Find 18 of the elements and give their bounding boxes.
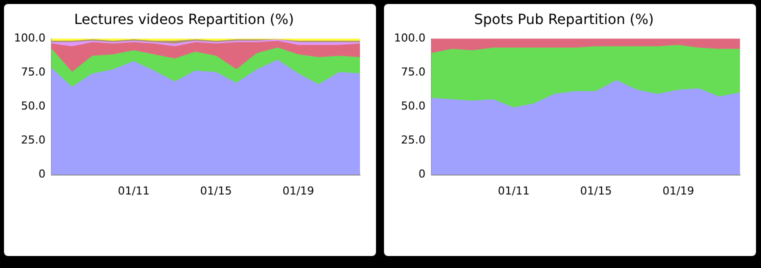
y-tick-label: 100.0 — [14, 32, 46, 45]
y-tick-label: 25.0 — [400, 134, 426, 147]
x-tick-label: 01/11 — [118, 184, 150, 198]
y-tick-label: 0 — [418, 168, 426, 181]
x-tick-label: 01/15 — [580, 184, 612, 198]
x-tick-label: 01/19 — [282, 184, 314, 198]
y-tick-label: 0 — [38, 168, 46, 181]
y-tick-label: 100.0 — [394, 32, 426, 45]
y-tick-label: 25.0 — [20, 134, 46, 147]
chart-title: Spots Pub Repartition (%) — [474, 12, 654, 28]
y-tick-label: 75.0 — [20, 66, 46, 79]
x-tick-label: 01/19 — [662, 184, 694, 198]
x-tick-label: 01/15 — [200, 184, 232, 198]
chart-title: Lectures videos Repartition (%) — [74, 12, 294, 28]
x-tick-label: 01/11 — [498, 184, 530, 198]
y-tick-label: 50.0 — [20, 100, 46, 113]
y-tick-label: 50.0 — [400, 100, 426, 113]
y-tick-label: 75.0 — [400, 66, 426, 79]
